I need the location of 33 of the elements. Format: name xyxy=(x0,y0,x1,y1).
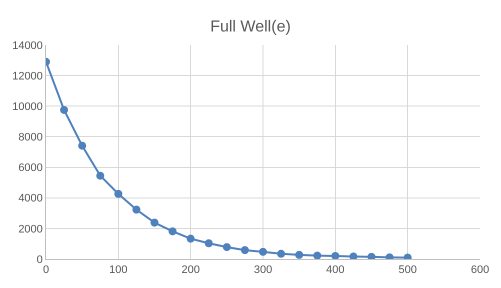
point xyxy=(295,250,304,259)
point xyxy=(259,248,267,256)
y-tick-label: 2000 xyxy=(18,223,43,236)
x-tick-label: 100 xyxy=(109,264,128,276)
y-tick-label: 12000 xyxy=(12,70,43,82)
y-tick-label: 4000 xyxy=(18,192,43,205)
x-tick-label: 300 xyxy=(254,264,272,276)
point xyxy=(313,252,322,259)
point xyxy=(349,252,358,259)
x-tick-label: 600 xyxy=(470,264,490,276)
point xyxy=(132,206,140,214)
point xyxy=(204,239,213,248)
point xyxy=(277,250,286,258)
point xyxy=(150,218,158,227)
y-tick-label: 8000 xyxy=(18,132,43,144)
y-tick-label: 10000 xyxy=(12,100,43,113)
point xyxy=(96,172,104,180)
point xyxy=(114,190,122,198)
point xyxy=(186,234,195,243)
y-tick-label: 14000 xyxy=(12,40,43,52)
x-tick-label: 400 xyxy=(326,264,345,276)
point xyxy=(331,252,340,259)
x-tick-label: 200 xyxy=(181,264,200,276)
x-tick-label: 500 xyxy=(398,264,417,276)
point xyxy=(78,142,86,150)
y-tick-label: 0 xyxy=(36,254,43,266)
chart-title: Full Well(e) xyxy=(210,18,291,36)
point xyxy=(60,106,68,114)
point xyxy=(240,246,249,254)
point xyxy=(222,243,231,252)
point xyxy=(168,227,177,236)
point xyxy=(368,252,376,259)
y-tick-label: 6000 xyxy=(18,162,43,174)
